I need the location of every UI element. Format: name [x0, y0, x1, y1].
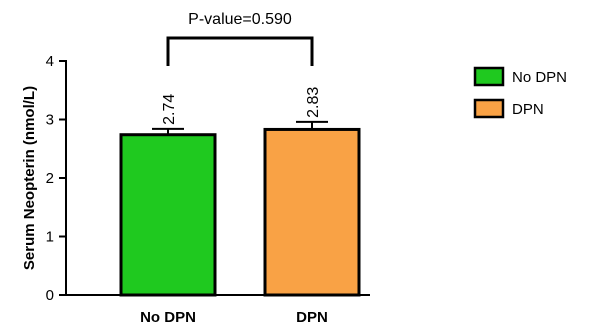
legend-swatch [473, 66, 505, 87]
value-labels: 2.74 2.83 [161, 87, 322, 125]
y-tick-label: 4 [46, 53, 54, 70]
bar-no-dpn [119, 133, 217, 297]
x-tick-label: DPN [296, 309, 328, 326]
y-tick-label: 0 [46, 287, 54, 304]
value-label: 2.83 [305, 87, 322, 118]
y-tick-label: 3 [46, 112, 54, 129]
legend-swatch [473, 98, 505, 119]
legend-label: No DPN [512, 69, 567, 86]
axes: 0 1 2 3 4 Serum Neopterin (nmol/L) No DPN DPN [21, 53, 370, 326]
x-tick-label: No DPN [140, 309, 196, 326]
significance-bracket: P-value=0.590 [166, 11, 314, 66]
significance-bracket-line [166, 36, 314, 66]
bars [119, 127, 361, 297]
y-axis-title: Serum Neopterin (nmol/L) [21, 86, 38, 270]
y-tick-label: 2 [46, 170, 54, 187]
legend: No DPN DPN [473, 66, 567, 119]
y-tick-label: 1 [46, 229, 54, 246]
p-value-label: P-value=0.590 [188, 11, 292, 28]
value-label: 2.74 [161, 94, 178, 125]
legend-label: DPN [512, 101, 544, 118]
bar-dpn [263, 127, 361, 297]
error-bars [152, 120, 328, 135]
